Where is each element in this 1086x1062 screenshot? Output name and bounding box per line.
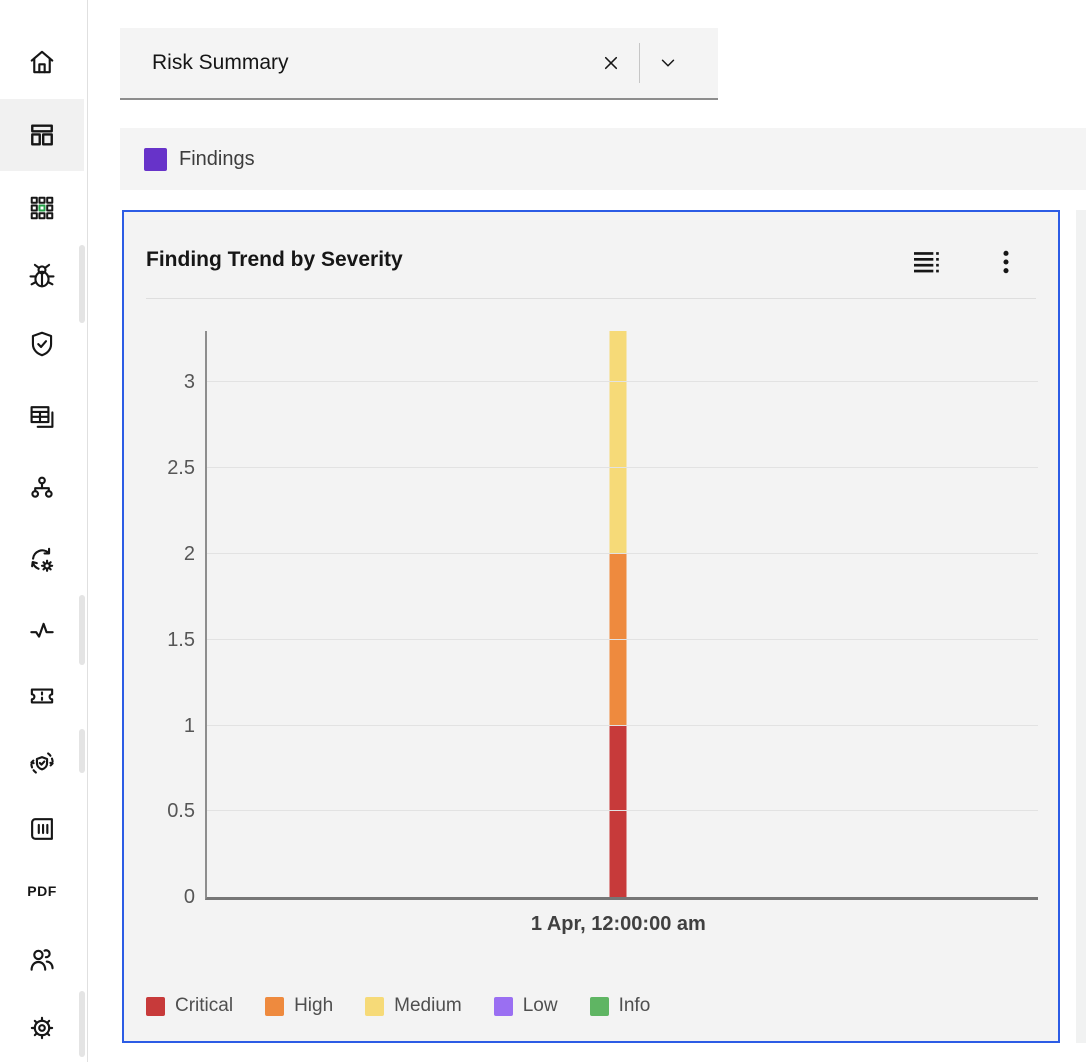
legend-label: Info (618, 995, 651, 1016)
chart-title: Finding Trend by Severity (146, 248, 403, 271)
ticket-icon (30, 688, 54, 704)
sidebar-item-automation[interactable] (0, 537, 84, 585)
legend-label: Low (522, 995, 558, 1016)
divider (639, 43, 640, 83)
card-actions (910, 246, 1022, 278)
users-icon (30, 949, 54, 971)
activity-icon (30, 622, 54, 638)
gridline (207, 638, 1038, 640)
y-tick-label: 0.5 (167, 800, 195, 823)
y-tick-label: 1.5 (167, 628, 195, 651)
gridline (207, 810, 1038, 812)
chevron-down-icon (661, 59, 675, 67)
pdf-icon: PDF (27, 883, 57, 899)
close-icon (604, 56, 618, 70)
sidebar-item-compliance[interactable] (0, 320, 84, 368)
legend-swatch (493, 996, 513, 1016)
settings-gear-icon (30, 1016, 54, 1040)
gridline (207, 467, 1038, 469)
gridline (207, 724, 1038, 726)
sidebar-item-dashboards[interactable] (0, 111, 84, 159)
y-tick-label: 2.5 (167, 457, 195, 480)
legend-swatch (589, 996, 609, 1016)
legend-swatch (146, 996, 165, 1016)
report-columns-icon (31, 818, 53, 840)
legend-label: High (294, 995, 334, 1016)
x-axis-labels: 1 Apr, 12:00:00 am (207, 913, 1038, 937)
sidebar-item-hierarchy[interactable] (0, 465, 84, 513)
sidebar-item-activity[interactable] (0, 606, 84, 654)
legend-swatch (365, 996, 385, 1016)
legend-item-info[interactable]: Info (589, 995, 651, 1017)
data-table-icon (914, 252, 939, 273)
adjacent-card-edge (1076, 210, 1086, 1043)
data-tables-icon (30, 406, 54, 428)
sidebar-item-pdf[interactable]: PDF (0, 867, 84, 915)
sidebar-scrollbar-segment[interactable] (79, 729, 85, 773)
dashboard-icon (31, 124, 53, 146)
sidebar-scrollbar-segment[interactable] (79, 991, 85, 1057)
dashboard-selector[interactable]: Risk Summary (120, 28, 718, 100)
home-icon (30, 50, 54, 74)
dropdown-toggle-button[interactable] (648, 43, 688, 83)
sync-settings-icon (31, 547, 54, 572)
sidebar-item-app-grid[interactable] (0, 184, 84, 232)
bar-segment-critical[interactable] (609, 725, 627, 897)
show-data-table-button[interactable] (910, 246, 942, 278)
y-tick-label: 3 (183, 371, 195, 394)
sidebar-item-reports[interactable] (0, 805, 84, 853)
bug-icon (29, 263, 55, 288)
sidebar-item-vulnerabilities[interactable] (0, 252, 84, 300)
y-tick-label: 0 (183, 886, 195, 908)
sidebar-item-users[interactable] (0, 936, 84, 984)
shield-check-icon (31, 331, 53, 357)
legend-swatch (265, 996, 285, 1016)
sidebar-scrollbar-segment[interactable] (79, 245, 85, 323)
overflow-menu-button[interactable] (990, 246, 1022, 278)
gridline (207, 381, 1038, 383)
chart-legend: Critical High Medium Low Info (146, 995, 650, 1017)
sidebar-item-home[interactable] (0, 38, 84, 86)
legend-item-high[interactable]: High (265, 995, 333, 1017)
sidebar-item-security-posture[interactable] (0, 739, 84, 787)
bar-segment-high[interactable] (609, 554, 627, 726)
y-tick-label: 1 (183, 714, 195, 737)
sidebar: PDF (0, 0, 88, 1062)
legend-item-medium[interactable]: Medium (365, 995, 462, 1017)
card-divider (146, 298, 1036, 299)
findings-section-header[interactable]: Findings (120, 128, 1086, 190)
sidebar-item-tickets[interactable] (0, 672, 84, 720)
y-axis-labels: 0 0.5 1 1.5 2 2.5 3 (125, 331, 195, 907)
plot-area: 0 0.5 1 1.5 2 2.5 3 1 Apr, 12:00:00 am (167, 331, 1038, 935)
legend-label: Critical (175, 995, 234, 1016)
overflow-menu-icon (1003, 250, 1009, 274)
shield-refresh-icon (30, 752, 54, 774)
sidebar-scrollbar-segment[interactable] (79, 595, 85, 665)
legend-item-critical[interactable]: Critical (146, 995, 233, 1017)
dashboard-selector-controls (591, 43, 688, 83)
bar-stack[interactable] (609, 331, 627, 897)
findings-label: Findings (179, 147, 255, 170)
findings-color-swatch (144, 147, 167, 171)
app-grid-icon (30, 196, 54, 220)
finding-trend-card[interactable]: Finding Trend by Severity 0 0.5 1 1.5 2 2.5 3 (122, 210, 1060, 1043)
legend-label: Medium (394, 995, 462, 1016)
bar-segment-medium[interactable] (609, 331, 627, 554)
sidebar-item-data-tables[interactable] (0, 393, 84, 441)
legend-item-low[interactable]: Low (493, 995, 558, 1017)
hierarchy-icon (31, 476, 53, 498)
gridline (207, 552, 1038, 554)
close-button[interactable] (591, 43, 631, 83)
y-tick-label: 2 (183, 542, 195, 565)
sidebar-item-settings[interactable] (0, 1004, 84, 1052)
x-tick-label: 1 Apr, 12:00:00 am (530, 913, 706, 935)
dashboard-selector-title: Risk Summary (152, 51, 289, 74)
